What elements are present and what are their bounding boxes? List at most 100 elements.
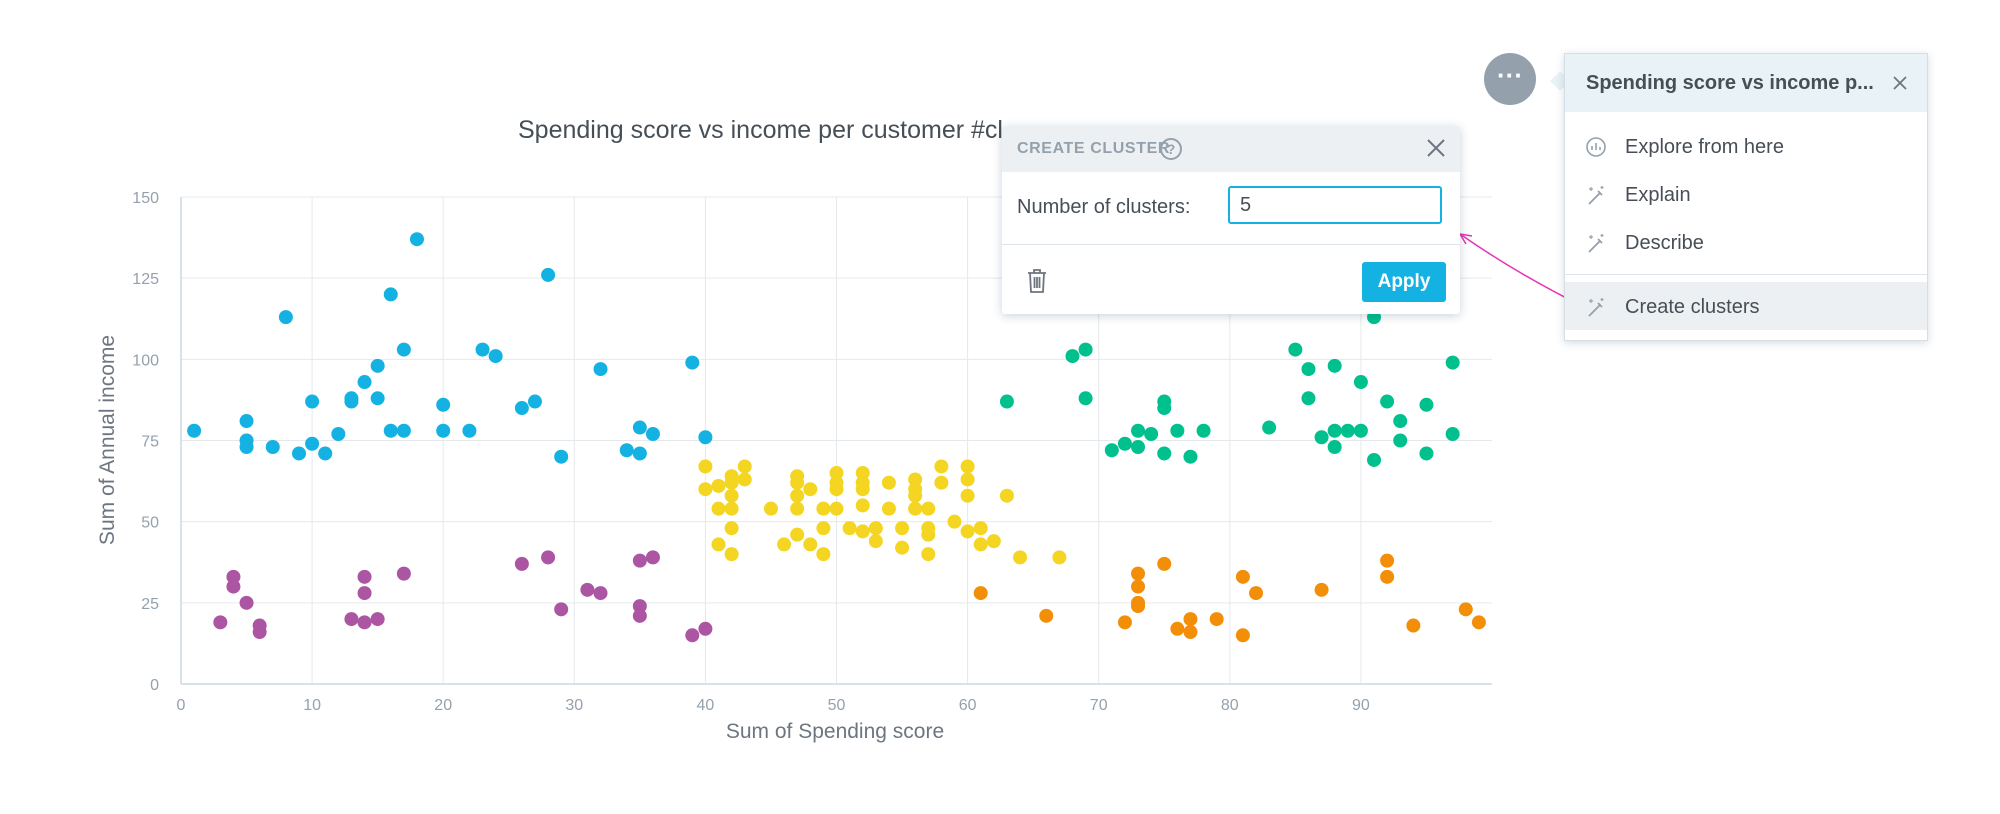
data-point[interactable]: [593, 362, 608, 377]
data-point[interactable]: [1445, 355, 1460, 370]
data-point[interactable]: [1327, 423, 1342, 438]
data-point[interactable]: [973, 537, 988, 552]
data-point[interactable]: [999, 394, 1014, 409]
data-point[interactable]: [1013, 550, 1028, 565]
data-point[interactable]: [1380, 569, 1395, 584]
data-point[interactable]: [829, 501, 844, 516]
data-point[interactable]: [1419, 446, 1434, 461]
data-point[interactable]: [1327, 439, 1342, 454]
data-point[interactable]: [960, 524, 975, 539]
data-point[interactable]: [514, 401, 529, 416]
data-point[interactable]: [239, 414, 254, 429]
close-icon[interactable]: [1891, 74, 1909, 92]
data-point[interactable]: [305, 394, 320, 409]
data-point[interactable]: [698, 482, 713, 497]
data-point[interactable]: [1170, 621, 1185, 636]
data-point[interactable]: [632, 599, 647, 614]
data-point[interactable]: [1131, 566, 1146, 581]
data-point[interactable]: [908, 472, 923, 487]
close-icon[interactable]: [1424, 136, 1448, 160]
data-point[interactable]: [1078, 391, 1093, 406]
trash-icon[interactable]: [1026, 268, 1048, 294]
data-point[interactable]: [868, 521, 883, 536]
data-point[interactable]: [462, 423, 477, 438]
data-point[interactable]: [908, 501, 923, 516]
data-point[interactable]: [763, 501, 778, 516]
data-point[interactable]: [1052, 550, 1067, 565]
data-point[interactable]: [541, 267, 556, 282]
data-point[interactable]: [1131, 423, 1146, 438]
data-point[interactable]: [580, 582, 595, 597]
data-point[interactable]: [1039, 608, 1054, 623]
data-point[interactable]: [1249, 586, 1264, 601]
data-point[interactable]: [514, 556, 529, 571]
data-point[interactable]: [331, 427, 346, 442]
data-point[interactable]: [1314, 582, 1329, 597]
data-point[interactable]: [239, 439, 254, 454]
data-point[interactable]: [1262, 420, 1277, 435]
data-point[interactable]: [1196, 423, 1211, 438]
data-point[interactable]: [855, 524, 870, 539]
data-point[interactable]: [698, 459, 713, 474]
data-point[interactable]: [973, 586, 988, 601]
data-point[interactable]: [1393, 433, 1408, 448]
data-point[interactable]: [711, 478, 726, 493]
data-point[interactable]: [724, 521, 739, 536]
data-point[interactable]: [554, 449, 569, 464]
data-point[interactable]: [239, 595, 254, 610]
data-point[interactable]: [1380, 553, 1395, 568]
data-point[interactable]: [632, 553, 647, 568]
data-point[interactable]: [790, 475, 805, 490]
data-point[interactable]: [226, 579, 241, 594]
data-point[interactable]: [383, 287, 398, 302]
data-point[interactable]: [357, 615, 372, 630]
data-point[interactable]: [855, 465, 870, 480]
data-point[interactable]: [632, 608, 647, 623]
data-point[interactable]: [632, 420, 647, 435]
data-point[interactable]: [541, 550, 556, 565]
data-point[interactable]: [1288, 342, 1303, 357]
data-point[interactable]: [632, 446, 647, 461]
data-point[interactable]: [475, 342, 490, 357]
data-point[interactable]: [1471, 615, 1486, 630]
data-point[interactable]: [1445, 427, 1460, 442]
data-point[interactable]: [1380, 394, 1395, 409]
data-point[interactable]: [999, 488, 1014, 503]
data-point[interactable]: [1327, 358, 1342, 373]
data-point[interactable]: [868, 534, 883, 549]
data-point[interactable]: [396, 423, 411, 438]
menu-item-explain[interactable]: Explain: [1565, 170, 1927, 218]
data-point[interactable]: [724, 501, 739, 516]
more-options-button[interactable]: ···: [1484, 53, 1536, 105]
data-point[interactable]: [816, 521, 831, 536]
data-point[interactable]: [1157, 401, 1172, 416]
data-point[interactable]: [1117, 436, 1132, 451]
data-point[interactable]: [226, 569, 241, 584]
data-point[interactable]: [921, 501, 936, 516]
data-point[interactable]: [409, 232, 424, 247]
data-point[interactable]: [1157, 446, 1172, 461]
data-point[interactable]: [685, 628, 700, 643]
data-point[interactable]: [370, 358, 385, 373]
data-point[interactable]: [803, 537, 818, 552]
data-point[interactable]: [934, 459, 949, 474]
data-point[interactable]: [960, 459, 975, 474]
data-point[interactable]: [396, 566, 411, 581]
data-point[interactable]: [344, 612, 359, 627]
data-point[interactable]: [960, 488, 975, 503]
data-point[interactable]: [790, 527, 805, 542]
data-point[interactable]: [1183, 449, 1198, 464]
data-point[interactable]: [1314, 430, 1329, 445]
data-point[interactable]: [554, 602, 569, 617]
data-point[interactable]: [724, 475, 739, 490]
data-point[interactable]: [370, 612, 385, 627]
data-point[interactable]: [1078, 342, 1093, 357]
data-point[interactable]: [213, 615, 228, 630]
data-point[interactable]: [370, 391, 385, 406]
data-point[interactable]: [1353, 423, 1368, 438]
menu-item-explore-from-here[interactable]: Explore from here: [1565, 122, 1927, 170]
data-point[interactable]: [1144, 427, 1159, 442]
data-point[interactable]: [685, 355, 700, 370]
data-point[interactable]: [1406, 618, 1421, 633]
data-point[interactable]: [1117, 615, 1132, 630]
